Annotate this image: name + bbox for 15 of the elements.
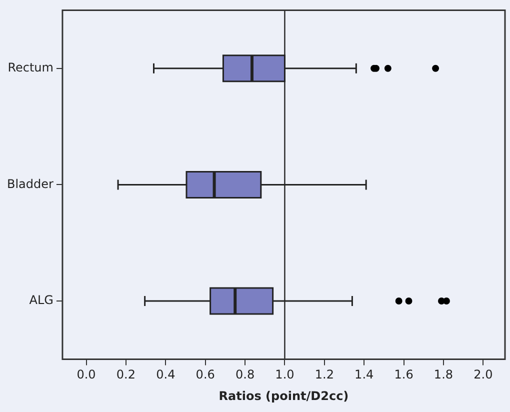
x-axis-title: Ratios (point/D2cc) (218, 388, 349, 403)
x-tick-label: 0.0 (76, 368, 96, 382)
y-tick-label: Rectum (8, 60, 54, 74)
x-tick-label: 2.0 (474, 368, 493, 382)
x-tick-label: 0.6 (196, 368, 215, 382)
x-tick-label: 1.2 (314, 368, 334, 382)
x-tick-label: 1.4 (354, 368, 374, 382)
x-tick-label: 1.6 (394, 368, 414, 382)
y-tick-label: Bladder (6, 176, 54, 191)
x-tick-label: 0.8 (235, 368, 255, 382)
x-tick-label: 0.2 (116, 368, 136, 382)
y-tick-label: ALG (29, 293, 54, 308)
x-tick-label: 0.4 (156, 368, 176, 382)
x-tick-label: 1.0 (275, 368, 294, 382)
x-tick-label: 1.8 (434, 368, 454, 382)
